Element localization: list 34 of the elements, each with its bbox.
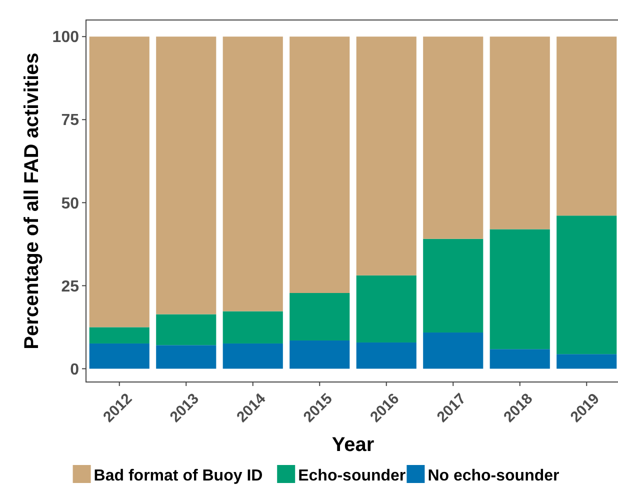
- bar: [89, 327, 150, 344]
- y-tick-label: 75: [61, 112, 80, 130]
- bar: [423, 332, 484, 369]
- bar: [356, 275, 416, 342]
- bar: [222, 343, 283, 369]
- bar: [156, 314, 216, 346]
- bar: [290, 340, 350, 369]
- y-axis-title: Percentage of all FAD activities: [21, 52, 43, 350]
- bar: [556, 354, 617, 369]
- bar: [290, 36, 350, 293]
- bar: [490, 349, 550, 369]
- bar: [490, 229, 550, 350]
- bar: [89, 36, 150, 328]
- legend-label: Bad format of Buoy ID: [94, 468, 263, 485]
- bar: [423, 36, 484, 239]
- legend-label: No echo-sounder: [428, 468, 560, 485]
- bar: [556, 216, 617, 354]
- y-tick-label: 0: [70, 361, 80, 378]
- bar: [423, 238, 484, 333]
- bar: [556, 36, 617, 216]
- bar: [490, 36, 550, 230]
- y-tick-label: 50: [61, 195, 80, 212]
- bar: [89, 343, 150, 369]
- legend-label: Echo-sounder: [298, 468, 406, 485]
- bar: [222, 311, 283, 344]
- bar: [356, 36, 416, 276]
- bar: [156, 36, 216, 314]
- bar: [222, 36, 283, 312]
- y-tick-label: 100: [52, 29, 80, 46]
- bar: [156, 345, 216, 369]
- y-tick-label: 25: [61, 278, 80, 296]
- bar: [290, 292, 350, 340]
- bar: [356, 342, 416, 369]
- x-axis-title: Year: [332, 434, 374, 456]
